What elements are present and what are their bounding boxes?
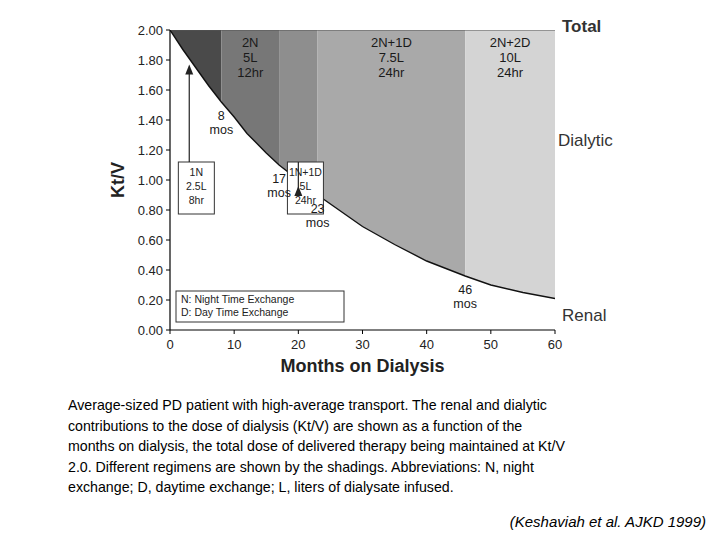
region-label: 24hr: [378, 65, 405, 80]
y-tick: [166, 90, 170, 91]
y-tick-label: 1.00: [138, 173, 163, 188]
y-tick: [166, 240, 170, 241]
x-tick: [170, 330, 171, 334]
y-axis-label: Kt/V: [108, 162, 128, 198]
y-tick-label: 0.80: [138, 203, 163, 218]
boundary-label: 23mos: [306, 202, 330, 230]
y-tick: [166, 180, 170, 181]
region-label: 24hr: [497, 65, 524, 80]
y-tick: [166, 30, 170, 31]
region-label: 12hr: [237, 65, 264, 80]
caption-line: Average-sized PD patient with high-avera…: [68, 397, 547, 413]
y-tick: [166, 120, 170, 121]
abbrev-box: [176, 291, 344, 322]
region-label: 7.5L: [379, 50, 404, 65]
boundary-label: 17mos: [267, 172, 291, 200]
boundary-label-line: 8: [218, 109, 225, 123]
region-label: 1N+1D: [289, 166, 322, 178]
boundary-label-line: mos: [267, 186, 291, 200]
total-line: [170, 30, 555, 31]
x-tick-label: 20: [291, 337, 305, 352]
y-tick: [166, 60, 170, 61]
plot-area: [170, 30, 555, 330]
y-tick-label: 0.20: [138, 293, 163, 308]
source: (Keshaviah et al. AJKD 1999): [510, 513, 706, 530]
y-tick: [166, 150, 170, 151]
x-tick-label: 30: [355, 337, 369, 352]
total-label: Total: [562, 17, 601, 36]
caption-line: contributions to the dose of dialysis (K…: [68, 418, 522, 434]
y-tick: [166, 270, 170, 271]
region-label: 5L: [243, 50, 257, 65]
renal-label: Renal: [562, 306, 606, 325]
x-tick: [362, 330, 363, 334]
callout-arrow: [189, 73, 190, 163]
caption-line: exchange; D, daytime exchange; L, liters…: [68, 479, 454, 495]
boundary-label: 46mos: [453, 283, 477, 311]
x-tick: [234, 330, 235, 334]
x-tick-label: 50: [484, 337, 498, 352]
region-label: 2N+1D: [371, 35, 412, 50]
region-label: 2N: [242, 35, 259, 50]
boundary-label-line: 17: [272, 172, 286, 186]
region-label: 10L: [499, 50, 521, 65]
y-tick-label: 0.00: [138, 323, 163, 338]
caption-line: 2.0. Different regimens are shown by the…: [68, 459, 534, 475]
figure: 0.00 0.20 0.40 0.60 0.80 1.00 1.20 1.40 1.60 1.80…: [0, 0, 720, 540]
y-tick-label: 1.80: [138, 53, 163, 68]
callout-box: [178, 162, 214, 214]
x-tick: [490, 330, 491, 334]
abbrev-text: D: Day Time Exchange: [181, 306, 289, 318]
region-label: 5L: [300, 180, 312, 192]
caption-line: months on dialysis, the total dose of de…: [68, 438, 565, 454]
x-tick-label: 0: [166, 337, 173, 352]
regimen-region: [465, 30, 555, 299]
region-label: 2.5L: [186, 180, 207, 192]
region-label: 8hr: [189, 194, 205, 206]
renal-area: [170, 30, 555, 330]
abbrev-text: N: Night Time Exchange: [181, 293, 294, 305]
y-tick: [166, 210, 170, 211]
x-tick: [298, 330, 299, 334]
y-tick-label: 1.20: [138, 143, 163, 158]
x-axis-label: Months on Dialysis: [280, 356, 444, 376]
y-tick-label: 1.60: [138, 83, 163, 98]
boundary-label: 8mos: [210, 109, 234, 137]
boundary-label-line: mos: [210, 123, 234, 137]
callout-arrowhead: [294, 186, 302, 196]
y-tick-label: 1.40: [138, 113, 163, 128]
boundary-label-line: mos: [306, 216, 330, 230]
y-tick: [166, 330, 170, 331]
region-label: 1N: [190, 166, 203, 178]
callout-arrowhead: [185, 65, 193, 75]
boundary-label-line: 46: [458, 283, 472, 297]
boundary-label-line: 23: [311, 202, 325, 216]
dialytic-label: Dialytic: [558, 131, 613, 150]
y-tick-label: 0.60: [138, 233, 163, 248]
x-tick-label: 10: [227, 337, 241, 352]
y-tick: [166, 300, 170, 301]
x-tick-label: 40: [419, 337, 433, 352]
x-tick: [426, 330, 427, 334]
x-tick: [555, 330, 556, 334]
y-tick-label: 0.40: [138, 263, 163, 278]
y-tick-label: 2.00: [138, 23, 163, 38]
boundary-label-line: mos: [453, 297, 477, 311]
region-label: 2N+2D: [490, 35, 531, 50]
x-tick-label: 60: [548, 337, 562, 352]
renal-line: [170, 30, 555, 299]
